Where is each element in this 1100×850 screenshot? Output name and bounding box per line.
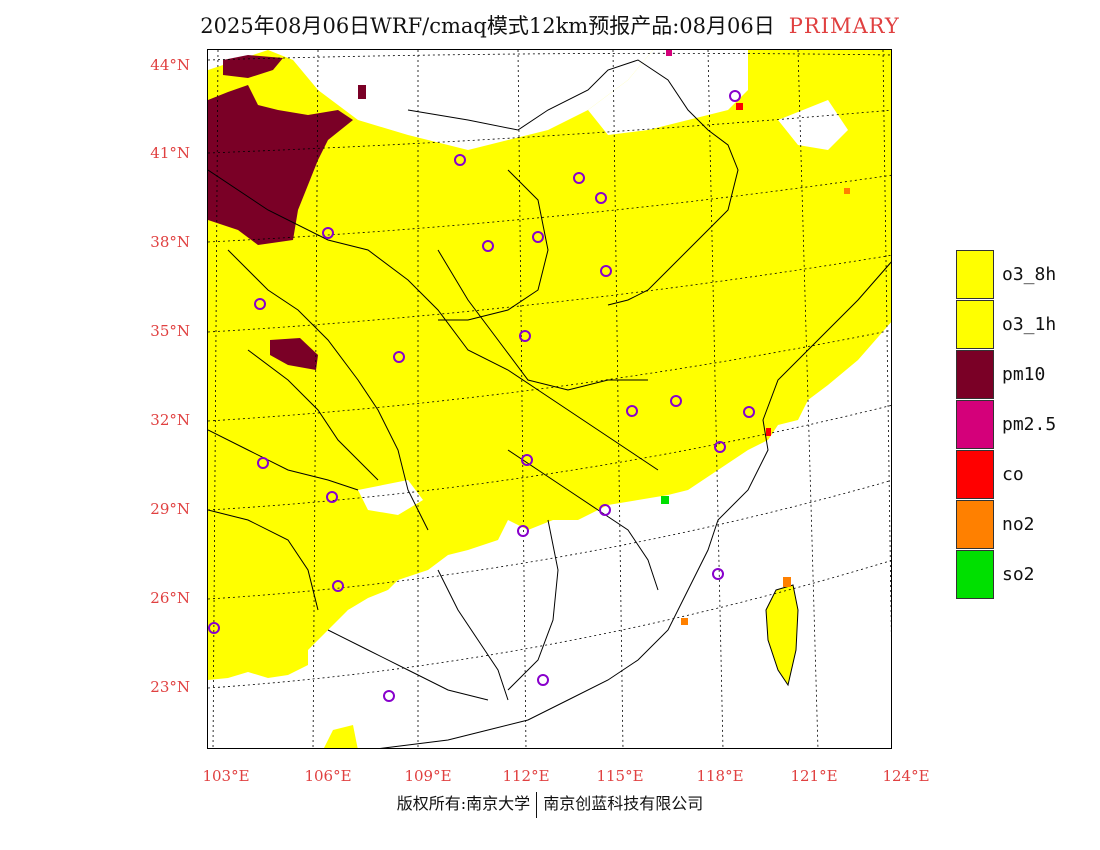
legend-label-so2: so2 bbox=[1002, 563, 1035, 585]
legend-item-no2: no2 bbox=[956, 499, 1056, 549]
lon-label-106: 106°E bbox=[304, 767, 352, 785]
legend-swatch-o3-8h bbox=[956, 249, 994, 299]
map-title: 2025年08月06日WRF/cmaq模式12km预报产品:08月06日 PRIM… bbox=[0, 10, 1100, 40]
legend: o3_8h o3_1h pm10 pm2.5 co no2 so2 bbox=[956, 249, 1056, 599]
title-tag: PRIMARY bbox=[788, 14, 900, 38]
boundaries bbox=[208, 59, 891, 748]
pm10-patch bbox=[270, 338, 318, 370]
legend-item-pm25: pm2.5 bbox=[956, 399, 1056, 449]
co-dot-2 bbox=[766, 428, 771, 436]
legend-swatch-pm25 bbox=[956, 399, 994, 449]
lon-label-115: 115°E bbox=[596, 767, 644, 785]
city-markers bbox=[208, 90, 755, 702]
forecast-map[interactable] bbox=[207, 49, 892, 749]
pm10-north bbox=[223, 55, 283, 78]
legend-label-pm25: pm2.5 bbox=[1002, 413, 1057, 435]
legend-item-o3-8h: o3_8h bbox=[956, 249, 1056, 299]
taiwan-outline bbox=[765, 584, 799, 687]
lat-label-32: 32°N bbox=[150, 411, 190, 429]
lat-label-38: 38°N bbox=[150, 233, 190, 251]
no2-dot-3 bbox=[844, 188, 850, 194]
lat-label-41: 41°N bbox=[150, 144, 190, 162]
lon-label-124: 124°E bbox=[882, 767, 930, 785]
legend-item-pm10: pm10 bbox=[956, 349, 1056, 399]
legend-item-o3-1h: o3_1h bbox=[956, 299, 1056, 349]
no2-dot-2 bbox=[681, 618, 688, 625]
pm10-west bbox=[208, 85, 353, 245]
clean-central bbox=[358, 480, 423, 515]
lon-label-112: 112°E bbox=[502, 767, 550, 785]
clean-south bbox=[308, 590, 408, 665]
so2-dot bbox=[661, 496, 669, 504]
legend-label-co: co bbox=[1002, 463, 1024, 485]
legend-label-o3-1h: o3_1h bbox=[1002, 313, 1057, 335]
legend-item-so2: so2 bbox=[956, 549, 1056, 599]
co-dot-1 bbox=[736, 103, 743, 110]
legend-swatch-so2 bbox=[956, 549, 994, 599]
lat-label-26: 26°N bbox=[150, 589, 190, 607]
legend-label-pm10: pm10 bbox=[1002, 363, 1046, 385]
lat-label-23: 23°N bbox=[150, 678, 190, 696]
pm25-dot bbox=[666, 50, 672, 56]
lon-label-118: 118°E bbox=[696, 767, 744, 785]
clean-north bbox=[588, 50, 748, 135]
o3-region bbox=[208, 50, 891, 680]
legend-swatch-pm10 bbox=[956, 349, 994, 399]
copyright-footer: 版权所有:南京大学 南京创蓝科技有限公司 bbox=[0, 790, 1100, 818]
lon-label-109: 109°E bbox=[404, 767, 452, 785]
map-canvas bbox=[208, 50, 891, 748]
legend-swatch-o3-1h bbox=[956, 299, 994, 349]
no2-dot-1 bbox=[783, 577, 791, 587]
lat-label-29: 29°N bbox=[150, 500, 190, 518]
lat-label-44: 44°N bbox=[150, 56, 190, 74]
legend-swatch-no2 bbox=[956, 499, 994, 549]
o3-bottom bbox=[324, 725, 358, 748]
footer-right: 南京创蓝科技有限公司 bbox=[543, 794, 704, 813]
legend-label-no2: no2 bbox=[1002, 513, 1035, 535]
lon-label-103: 103°E bbox=[202, 767, 250, 785]
footer-left: 版权所有:南京大学 bbox=[396, 794, 531, 813]
legend-label-o3-8h: o3_8h bbox=[1002, 263, 1057, 285]
clean-east bbox=[778, 100, 848, 150]
title-text: 2025年08月06日WRF/cmaq模式12km预报产品:08月06日 bbox=[200, 14, 775, 38]
legend-swatch-co bbox=[956, 449, 994, 499]
lon-label-121: 121°E bbox=[790, 767, 838, 785]
legend-item-co: co bbox=[956, 449, 1056, 499]
lat-label-35: 35°N bbox=[150, 322, 190, 340]
pm10-dot bbox=[358, 85, 366, 99]
footer-separator bbox=[536, 791, 538, 818]
graticule bbox=[208, 50, 891, 748]
